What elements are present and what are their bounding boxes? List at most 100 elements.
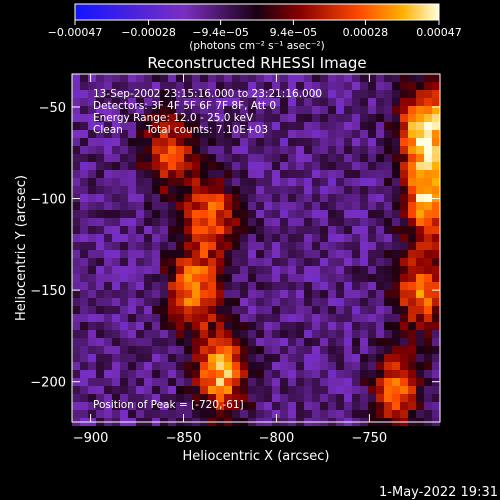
heatmap-cell bbox=[272, 226, 280, 234]
heatmap-cell bbox=[136, 362, 144, 370]
heatmap-cell bbox=[88, 202, 96, 210]
heatmap-cell bbox=[344, 138, 352, 146]
heatmap-cell bbox=[200, 362, 208, 370]
heatmap-cell bbox=[344, 306, 352, 314]
heatmap-cell bbox=[200, 186, 208, 194]
heatmap-cell bbox=[192, 98, 200, 106]
heatmap-cell bbox=[352, 170, 360, 178]
heatmap-cell bbox=[392, 82, 400, 90]
heatmap-cell bbox=[224, 410, 232, 418]
heatmap-cell bbox=[232, 130, 240, 138]
heatmap-cell bbox=[336, 114, 344, 122]
heatmap-cell bbox=[152, 338, 160, 346]
heatmap-cell bbox=[240, 290, 248, 298]
heatmap-cell bbox=[240, 362, 248, 370]
heatmap-cell bbox=[80, 378, 88, 386]
heatmap-cell bbox=[120, 234, 128, 242]
heatmap-cell bbox=[352, 106, 360, 114]
heatmap-cell bbox=[360, 130, 368, 138]
heatmap-cell bbox=[112, 258, 120, 266]
heatmap-cell bbox=[264, 258, 272, 266]
heatmap-cell bbox=[336, 82, 344, 90]
heatmap-cell bbox=[296, 82, 304, 90]
heatmap-cell bbox=[224, 386, 232, 394]
heatmap-cell bbox=[176, 410, 184, 418]
heatmap-cell bbox=[104, 130, 112, 138]
heatmap-cell bbox=[336, 234, 344, 242]
heatmap-cell bbox=[272, 186, 280, 194]
heatmap-cell bbox=[208, 386, 216, 394]
heatmap-cell bbox=[360, 314, 368, 322]
heatmap-cell bbox=[288, 218, 296, 226]
heatmap-cell bbox=[424, 106, 432, 114]
y-tick-label: −100 bbox=[30, 193, 66, 208]
heatmap-cell bbox=[240, 386, 248, 394]
heatmap-cell bbox=[240, 410, 248, 418]
heatmap-cell bbox=[128, 138, 136, 146]
heatmap-cell bbox=[376, 226, 384, 234]
heatmap-cell bbox=[328, 330, 336, 338]
heatmap-cell bbox=[72, 386, 80, 394]
heatmap-cell bbox=[432, 282, 440, 290]
heatmap-cell bbox=[200, 122, 208, 130]
heatmap-cell bbox=[176, 314, 184, 322]
heatmap-cell bbox=[144, 402, 152, 410]
heatmap-cell bbox=[288, 82, 296, 90]
heatmap-cell bbox=[160, 218, 168, 226]
heatmap-cell bbox=[320, 242, 328, 250]
heatmap-cell bbox=[424, 298, 432, 306]
heatmap-cell bbox=[72, 154, 80, 162]
heatmap-cell bbox=[376, 282, 384, 290]
heatmap-cell bbox=[88, 74, 96, 82]
heatmap-cell bbox=[144, 234, 152, 242]
heatmap-cell bbox=[368, 98, 376, 106]
heatmap-cell bbox=[368, 146, 376, 154]
heatmap-cell bbox=[96, 234, 104, 242]
heatmap-cell bbox=[192, 106, 200, 114]
heatmap-cell bbox=[360, 138, 368, 146]
heatmap-cell bbox=[248, 306, 256, 314]
heatmap-cell bbox=[200, 354, 208, 362]
heatmap-cell bbox=[216, 330, 224, 338]
heatmap-cell bbox=[184, 122, 192, 130]
heatmap-cell bbox=[128, 122, 136, 130]
heatmap-cell bbox=[320, 90, 328, 98]
heatmap-cell bbox=[408, 306, 416, 314]
heatmap-cell bbox=[312, 266, 320, 274]
heatmap-cell bbox=[264, 290, 272, 298]
heatmap-cell bbox=[304, 250, 312, 258]
heatmap-cell bbox=[208, 178, 216, 186]
heatmap-cell bbox=[392, 130, 400, 138]
heatmap-cell bbox=[400, 226, 408, 234]
heatmap-cell bbox=[136, 178, 144, 186]
heatmap-cell bbox=[256, 242, 264, 250]
heatmap-cell bbox=[424, 162, 432, 170]
heatmap-cell bbox=[104, 146, 112, 154]
heatmap-cell bbox=[264, 74, 272, 82]
heatmap-cell bbox=[400, 322, 408, 330]
heatmap-cell bbox=[176, 162, 184, 170]
heatmap-cell bbox=[408, 250, 416, 258]
heatmap-cell bbox=[200, 250, 208, 258]
heatmap-cell bbox=[360, 114, 368, 122]
heatmap-cell bbox=[256, 194, 264, 202]
heatmap-cell bbox=[144, 90, 152, 98]
heatmap-cell bbox=[416, 146, 424, 154]
heatmap-cell bbox=[328, 146, 336, 154]
heatmap-cell bbox=[296, 186, 304, 194]
heatmap-cell bbox=[104, 370, 112, 378]
heatmap-cell bbox=[120, 114, 128, 122]
heatmap-cell bbox=[96, 146, 104, 154]
heatmap-cell bbox=[72, 394, 80, 402]
heatmap-cell bbox=[416, 394, 424, 402]
heatmap-cell bbox=[152, 290, 160, 298]
heatmap-cell bbox=[264, 266, 272, 274]
heatmap-cell bbox=[168, 154, 176, 162]
x-tick-label: −750 bbox=[352, 431, 388, 446]
heatmap-cell bbox=[208, 282, 216, 290]
heatmap-cell bbox=[368, 330, 376, 338]
heatmap-cell bbox=[384, 186, 392, 194]
heatmap-cell bbox=[112, 354, 120, 362]
heatmap-cell bbox=[176, 114, 184, 122]
heatmap-cell bbox=[296, 346, 304, 354]
